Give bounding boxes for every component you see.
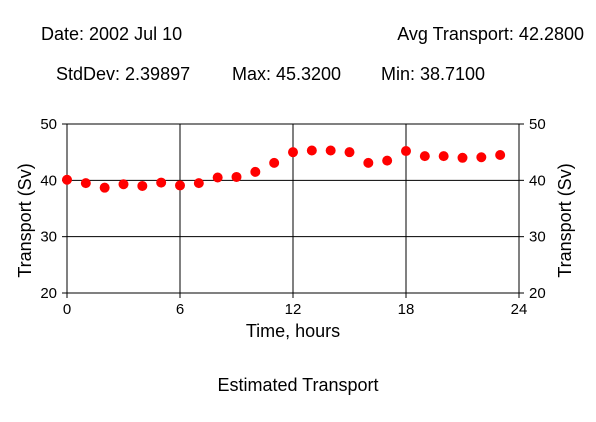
data-point — [476, 152, 487, 163]
data-point — [269, 157, 280, 168]
date-label: Date: 2002 Jul 10 — [41, 24, 183, 44]
x-tick-label: 12 — [285, 301, 302, 318]
data-point — [495, 149, 506, 160]
data-point — [193, 178, 204, 189]
data-point — [62, 174, 72, 185]
y-tick-label-right: 30 — [529, 229, 546, 246]
data-point — [156, 177, 167, 188]
stddev-label: StdDev: 2.39897 — [56, 64, 191, 84]
y-tick-label-right: 20 — [529, 285, 546, 302]
x-tick-label: 6 — [176, 301, 184, 318]
min-label: Min: 38.7100 — [381, 64, 486, 84]
data-point — [231, 171, 242, 182]
data-point — [363, 157, 374, 168]
chart-caption: Estimated Transport — [217, 375, 379, 395]
data-point — [344, 147, 355, 158]
data-point — [306, 145, 317, 156]
data-point — [137, 180, 148, 191]
y-axis-label-left: Transport (Sv) — [15, 163, 35, 277]
data-point — [212, 172, 223, 183]
data-point — [175, 180, 185, 191]
data-point — [382, 155, 393, 166]
x-axis-label: Time, hours — [246, 321, 340, 341]
y-tick-label-left: 40 — [40, 172, 57, 189]
x-tick-label: 0 — [63, 301, 71, 318]
y-tick-label-left: 50 — [40, 116, 57, 133]
x-tick-label: 18 — [398, 301, 415, 318]
data-point — [325, 145, 336, 156]
data-point — [438, 151, 449, 162]
data-point — [250, 166, 261, 177]
max-label: Max: 45.3200 — [232, 64, 342, 84]
data-point — [457, 152, 468, 163]
y-tick-label-left: 30 — [40, 229, 57, 246]
y-axis-label-right: Transport (Sv) — [555, 163, 575, 277]
data-point — [288, 147, 298, 158]
data-point — [80, 178, 91, 189]
x-tick-label: 24 — [511, 301, 528, 318]
data-point — [118, 179, 129, 190]
avg-transport-label: Avg Transport: 42.2800 — [397, 24, 584, 44]
y-tick-label-left: 20 — [40, 285, 57, 302]
data-point — [99, 182, 110, 193]
y-tick-label-right: 50 — [529, 116, 546, 133]
y-tick-label-right: 40 — [529, 172, 546, 189]
data-point — [401, 146, 411, 157]
data-point — [419, 151, 430, 162]
